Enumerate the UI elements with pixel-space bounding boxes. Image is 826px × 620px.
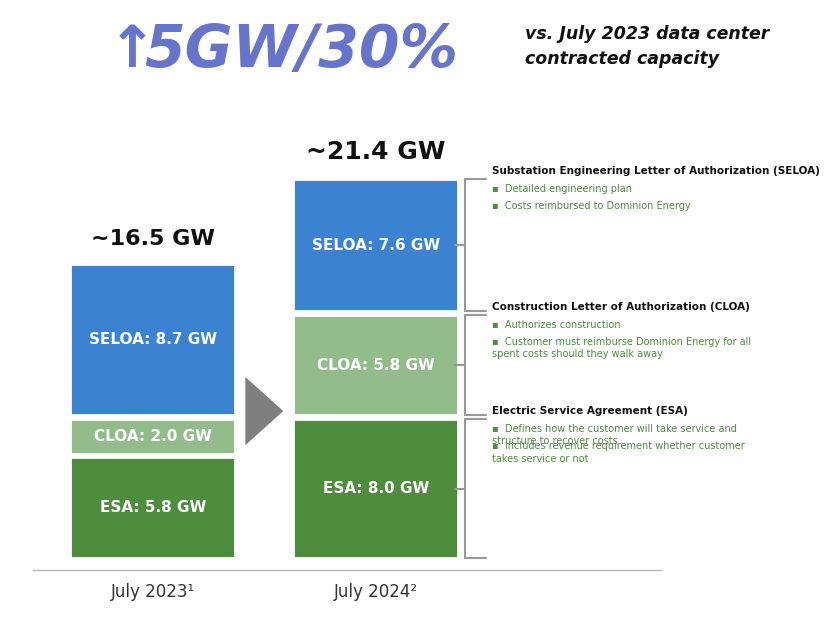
Text: ESA: 5.8 GW: ESA: 5.8 GW: [100, 500, 206, 515]
Text: SELOA: 8.7 GW: SELOA: 8.7 GW: [88, 332, 217, 347]
Text: ▪  Defines how the customer will take service and
structure to recover costs: ▪ Defines how the customer will take ser…: [492, 424, 737, 446]
Polygon shape: [245, 377, 283, 445]
Text: Electric Service Agreement (ESA): Electric Service Agreement (ESA): [492, 406, 688, 416]
FancyBboxPatch shape: [70, 419, 235, 454]
Text: ▪  Detailed engineering plan: ▪ Detailed engineering plan: [492, 184, 632, 194]
Text: ESA: 8.0 GW: ESA: 8.0 GW: [323, 481, 429, 496]
Text: ▪  Includes revenue requirement whether customer
takes service or not: ▪ Includes revenue requirement whether c…: [492, 441, 745, 464]
Text: CLOA: 5.8 GW: CLOA: 5.8 GW: [317, 358, 434, 373]
Text: vs. July 2023 data center
contracted capacity: vs. July 2023 data center contracted cap…: [525, 25, 769, 68]
Text: ▪  Customer must reimburse Dominion Energy for all
spent costs should they walk : ▪ Customer must reimburse Dominion Energ…: [492, 337, 752, 360]
Text: ▪  Authorizes construction: ▪ Authorizes construction: [492, 320, 621, 330]
FancyBboxPatch shape: [293, 419, 458, 558]
Text: July 2024²: July 2024²: [334, 583, 418, 601]
Text: ▪  Costs reimbursed to Dominion Energy: ▪ Costs reimbursed to Dominion Energy: [492, 202, 691, 211]
Text: 5GW/30%: 5GW/30%: [145, 22, 458, 79]
Text: ~16.5 GW: ~16.5 GW: [91, 229, 215, 249]
Text: July 2023¹: July 2023¹: [111, 583, 195, 601]
FancyBboxPatch shape: [293, 179, 458, 311]
FancyBboxPatch shape: [293, 315, 458, 415]
Text: ~21.4 GW: ~21.4 GW: [306, 140, 445, 164]
Text: ↑: ↑: [107, 22, 156, 79]
Text: Construction Letter of Authorization (CLOA): Construction Letter of Authorization (CL…: [492, 301, 750, 312]
FancyBboxPatch shape: [70, 264, 235, 415]
Text: SELOA: 7.6 GW: SELOA: 7.6 GW: [311, 237, 440, 252]
Text: Substation Engineering Letter of Authorization (SELOA): Substation Engineering Letter of Authori…: [492, 166, 820, 176]
FancyBboxPatch shape: [70, 458, 235, 558]
Text: CLOA: 2.0 GW: CLOA: 2.0 GW: [94, 429, 211, 444]
